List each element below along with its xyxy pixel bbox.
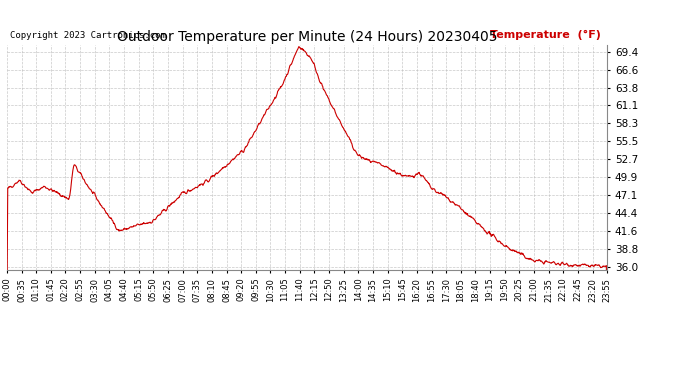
Title: Outdoor Temperature per Minute (24 Hours) 20230405: Outdoor Temperature per Minute (24 Hours… <box>117 30 497 44</box>
Text: Temperature  (°F): Temperature (°F) <box>491 30 601 40</box>
Text: Copyright 2023 Cartronics.com: Copyright 2023 Cartronics.com <box>10 32 166 40</box>
